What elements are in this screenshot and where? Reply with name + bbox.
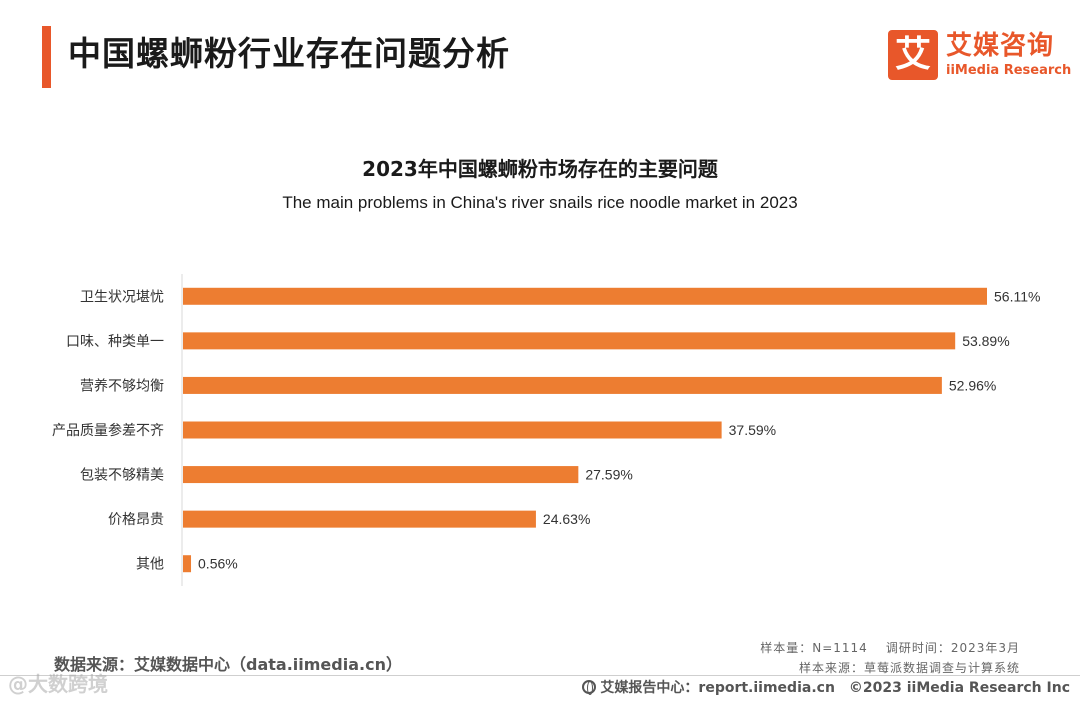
data-label: 53.89%: [962, 333, 1009, 349]
title-accent-bar: [42, 26, 51, 88]
data-label: 27.59%: [585, 467, 632, 483]
category-label: 价格昂贵: [108, 512, 164, 528]
category-label: 其他: [136, 557, 164, 573]
category-label: 口味、种类单一: [66, 334, 164, 350]
data-source: 数据来源：艾媒数据中心（data.iimedia.cn）: [54, 655, 402, 674]
sample-source: 样本来源：草莓派数据调查与计算系统: [798, 661, 1020, 675]
logo-mark: 艾: [888, 30, 938, 80]
bar: [183, 466, 579, 484]
category-label: 包装不够精美: [80, 468, 164, 484]
footer: 艾媒报告中心：report.iimedia.cn ©2023 iiMedia Re…: [582, 678, 1070, 698]
bar: [183, 510, 536, 528]
bar: [183, 421, 722, 439]
bar: [183, 376, 942, 394]
report-center-link[interactable]: 艾媒报告中心：report.iimedia.cn: [600, 680, 835, 696]
data-label: 0.56%: [198, 556, 238, 572]
bar: [183, 287, 987, 305]
bar: [183, 555, 192, 573]
logo-chinese-name: 艾媒咨询: [946, 31, 1055, 61]
footer-divider: [0, 675, 1080, 676]
category-label: 产品质量参差不齐: [52, 422, 164, 439]
sample-size: 样本量：N=1114: [760, 641, 868, 655]
data-label: 52.96%: [949, 377, 996, 393]
chart-subtitle: The main problems in China's river snail…: [282, 193, 798, 212]
category-label: 卫生状况堪忧: [80, 289, 164, 305]
watermark: @大数跨境: [8, 672, 108, 696]
survey-time: 调研时间：2023年3月: [885, 641, 1020, 655]
chart-title: 2023年中国螺蛳粉市场存在的主要问题: [362, 157, 718, 181]
globe-icon: [582, 680, 597, 695]
data-label: 56.11%: [994, 288, 1040, 304]
iimedia-logo: 艾 艾媒咨询 iiMedia Research: [888, 30, 1072, 82]
data-label: 37.59%: [729, 422, 776, 438]
data-label: 24.63%: [543, 511, 590, 527]
sample-info: 样本量：N=1114 调研时间：2023年3月 样本来源：草莓派数据调查与计算系统: [742, 638, 1020, 678]
category-label: 营养不够均衡: [80, 378, 164, 394]
logo-english-name: iiMedia Research: [946, 63, 1072, 78]
bar: [183, 332, 956, 350]
copyright: ©2023 iiMedia Research Inc: [848, 680, 1070, 696]
page-title: 中国螺蛳粉行业存在问题分析: [68, 34, 510, 73]
